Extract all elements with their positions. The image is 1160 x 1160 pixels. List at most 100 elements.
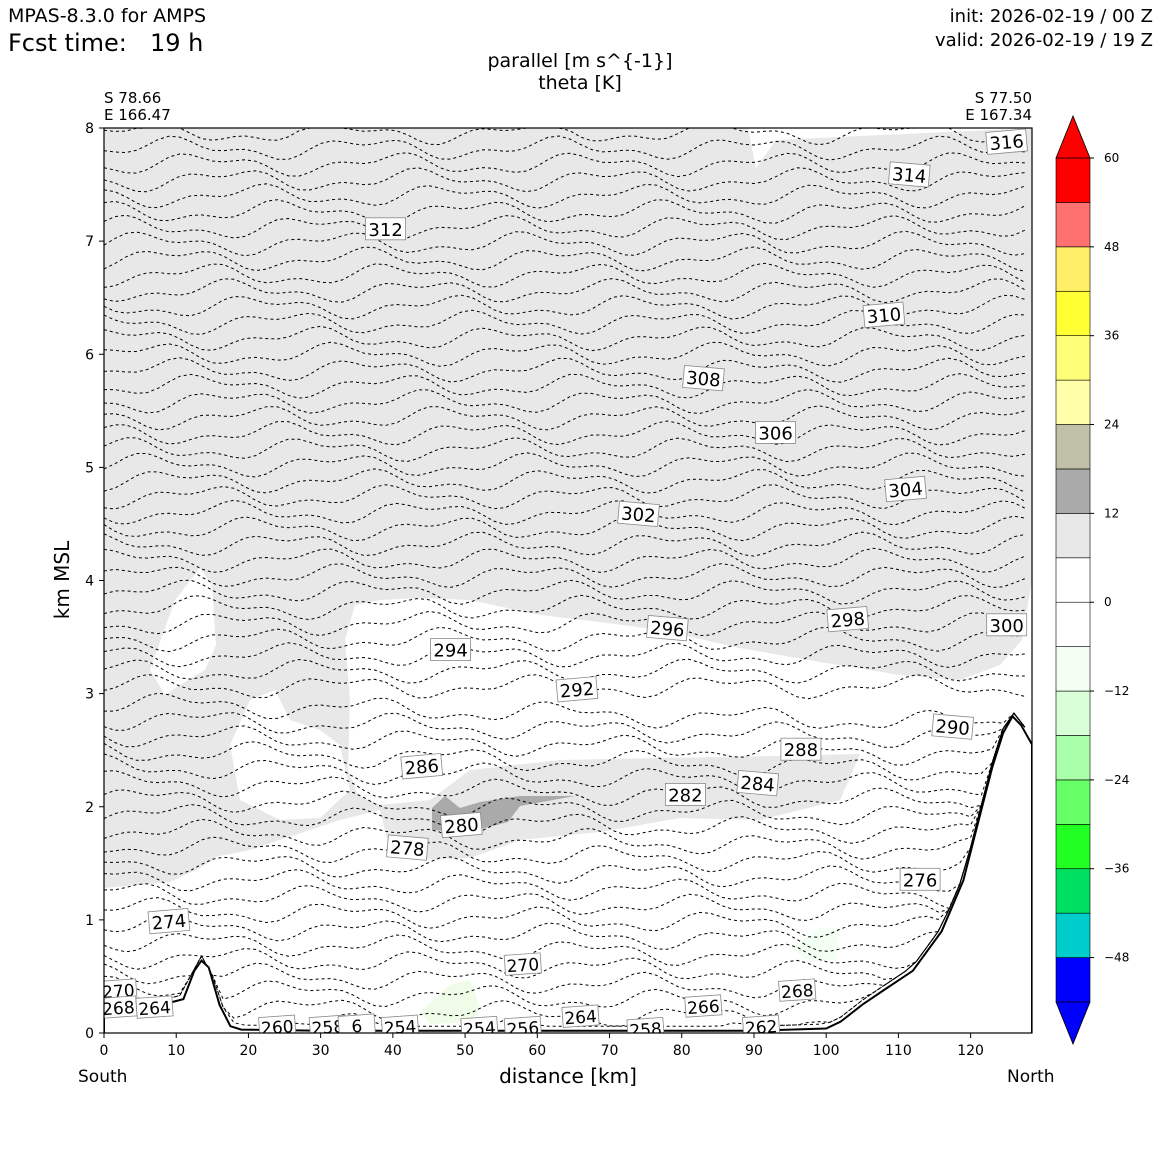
theta-contour-line [104, 712, 1026, 938]
contour-label-box [931, 713, 975, 740]
colorbar-under-arrow [1055, 1001, 1091, 1046]
x-axis-ticks: 0 10 20 30 40 50 60 70 80 90 100 110 120 [100, 1033, 984, 1059]
contour-label: 300 [986, 613, 1028, 637]
contour-label-text: 308 [685, 368, 721, 392]
x-tick-label: 20 [240, 1043, 258, 1059]
colorbar-tick-label: −24 [1104, 773, 1129, 787]
surface-label-text: 268 [102, 998, 136, 1020]
contour-label-text: 312 [368, 220, 402, 241]
contour-label-text: 310 [866, 304, 902, 328]
surface-label-box [258, 1014, 297, 1033]
colorbar-tick-label: 12 [1104, 506, 1119, 520]
surface-label-box [626, 1016, 665, 1033]
chart-title-line2: theta [K] [538, 72, 622, 94]
surface-label-box [460, 1015, 499, 1033]
surface-label-text: 254 [463, 1018, 497, 1040]
theta-contour-line [104, 468, 1025, 494]
theta-contour-line [104, 199, 1026, 225]
y-tick-label: 3 [85, 687, 94, 703]
north-label: North [1007, 1067, 1055, 1087]
surface-label-text: 262 [744, 1017, 778, 1039]
x-tick-label: 30 [312, 1043, 330, 1059]
contour-label: 304 [884, 475, 927, 502]
y-tick-label: 2 [85, 800, 94, 816]
contour-label-box [617, 500, 660, 528]
contour-label: 314 [887, 161, 931, 188]
contour-label-box [430, 638, 472, 661]
colorbar-over-arrow [1055, 114, 1091, 159]
colorbar-segment [1055, 557, 1091, 603]
surface-label-box [503, 1015, 542, 1033]
y-axis-label: km MSL [50, 540, 74, 619]
surface-label-box [561, 1004, 600, 1028]
contour-label-text: 316 [989, 131, 1025, 155]
contour-label: 288 [780, 737, 822, 761]
surface-label: 260 [258, 1014, 297, 1033]
contour-label-box [682, 364, 725, 392]
surface-label-text: 256 [506, 1018, 540, 1040]
surface-label: 256 [503, 1015, 542, 1040]
contour-label: 274 [147, 907, 191, 935]
contour-label-text: 280 [444, 815, 480, 839]
x-tick-label: 50 [456, 1043, 474, 1059]
contour-label-box [899, 867, 941, 891]
colorbar-segment [1055, 690, 1091, 736]
theta-contour-line [104, 499, 1026, 526]
colorbar-segment [1055, 735, 1091, 781]
contour-label-box [555, 676, 599, 703]
surface-label: 254 [380, 1014, 420, 1033]
theta-contour-line [104, 515, 1025, 542]
y-axis-ticks: 0 1 2 3 4 5 6 7 8 [85, 121, 104, 1042]
surface-label-box [135, 995, 174, 1019]
theta-contour-line [104, 712, 1026, 860]
theta-contour-line [104, 712, 1026, 999]
contour-label: 280 [440, 811, 483, 839]
contour-label: 276 [899, 867, 941, 891]
contour-label: 284 [736, 769, 780, 797]
contour-label-text: 306 [758, 423, 792, 444]
x-tick-label: 80 [673, 1043, 691, 1059]
colorbar-tick-label: −12 [1104, 684, 1129, 698]
theta-contour-line [104, 692, 1026, 729]
surface-label-box [778, 978, 817, 1002]
theta-contour-line [104, 309, 1025, 335]
surface-label: 268 [102, 995, 138, 1020]
colorbar-segment [1055, 824, 1091, 870]
theta-contour-line [104, 712, 1026, 809]
theta-contour-line [104, 262, 1026, 288]
surface-label: 262 [742, 1014, 781, 1039]
fcst-time-value: 19 h [150, 29, 203, 57]
x-axis-label: distance [km] [499, 1064, 637, 1088]
colorbar-tick-label: −36 [1104, 862, 1129, 876]
contour-label-text: 296 [649, 618, 685, 642]
surface-label-text: 258 [629, 1019, 663, 1041]
theta-contour-line [104, 214, 1026, 241]
contour-label-box [147, 907, 191, 935]
theta-contour-line [104, 420, 1025, 446]
contour-label: 302 [617, 500, 660, 528]
theta-contour-line [104, 610, 1025, 637]
x-tick-label: 110 [885, 1043, 912, 1059]
theta-contour-line [104, 712, 1026, 1017]
contour-label: 294 [430, 638, 472, 662]
contour-label: 312 [365, 217, 407, 241]
contour-label-text: 288 [784, 740, 818, 761]
x-tick-label: 70 [601, 1043, 619, 1059]
shading-6-12 [104, 128, 1032, 888]
init-time: init: 2026-02-19 / 00 Z [950, 6, 1153, 27]
colorbar-segment [1055, 424, 1091, 470]
fcst-time-label: Fcst time: [8, 29, 127, 57]
theta-contour-line [104, 712, 1026, 921]
surface-label: 264 [135, 995, 174, 1020]
surface-label-text: 264 [564, 1007, 598, 1029]
colorbar-tick-label: −48 [1104, 951, 1129, 965]
theta-contour-line [104, 626, 1025, 653]
contour-label: 298 [826, 605, 870, 633]
theta-contour-line [104, 405, 1025, 431]
colorbar-segment [1055, 912, 1091, 958]
theta-contour-line [104, 325, 1025, 352]
theta-contour-line [104, 642, 1025, 668]
x-tick-label: 120 [957, 1043, 984, 1059]
contour-label-box [755, 420, 796, 444]
